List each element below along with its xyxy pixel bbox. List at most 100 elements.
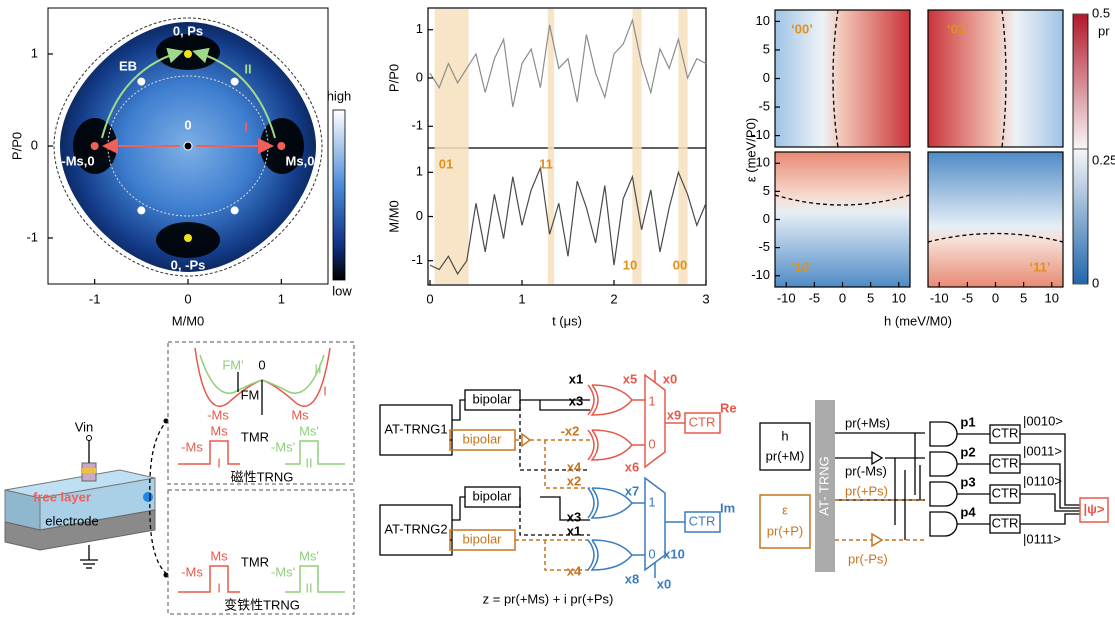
y-axis-label: P/P0 — [386, 64, 401, 92]
x-tick-label: 5 — [1020, 290, 1027, 305]
well-label: FM — [241, 387, 260, 402]
y-tick-label: 0 — [31, 137, 38, 152]
device — [4, 418, 169, 578]
signal: x0 — [663, 371, 677, 386]
trace — [429, 165, 707, 276]
quadrant-label: ‘01’ — [947, 21, 969, 36]
counter: CTR — [992, 425, 1019, 440]
y-tick-label: -1 — [26, 229, 38, 244]
probability: p3 — [960, 474, 975, 489]
signal: x5 — [623, 371, 637, 386]
pulse-label: Ms — [210, 548, 228, 563]
pulse-label: I — [217, 580, 221, 595]
signal: x0 — [657, 576, 671, 591]
mux-input: 1 — [648, 393, 655, 408]
point — [230, 77, 239, 86]
line-label: pr(-Ms) — [845, 463, 887, 478]
well-label: II — [314, 361, 321, 376]
block: bipolar — [462, 431, 502, 446]
y-tick-label: -10 — [751, 267, 770, 282]
point — [184, 234, 192, 242]
signal: x4 — [567, 563, 582, 578]
signal: x1 — [567, 523, 581, 538]
colorbar-tick-label: 0.25 — [1092, 152, 1115, 167]
mux-input: 0 — [648, 546, 655, 561]
layer-label: electrode — [45, 513, 98, 528]
highlight-band — [434, 9, 469, 284]
boundary — [1001, 9, 1007, 148]
block: bipolar — [472, 391, 512, 406]
y-tick-label: 0 — [416, 69, 423, 84]
band-label: 01 — [439, 156, 453, 171]
boundary — [774, 194, 911, 206]
counter: CTR — [689, 414, 716, 429]
probability: p2 — [960, 444, 975, 459]
x-tick-label: 3 — [702, 291, 709, 306]
path-II — [192, 47, 276, 139]
colorbar — [332, 109, 346, 281]
x-tick-label: 5 — [867, 290, 874, 305]
annotation: 0 — [184, 117, 191, 132]
y-tick-label: 10 — [756, 155, 770, 170]
pulse-label: II — [305, 580, 312, 595]
point — [183, 141, 193, 151]
state: |0110> — [1023, 473, 1062, 488]
signal: x7 — [625, 483, 639, 498]
y-tick-label: 1 — [31, 45, 38, 60]
source: AT-TRNG1 — [384, 421, 447, 436]
pulse-label: TMR — [241, 429, 269, 444]
signal: x10 — [663, 546, 685, 561]
quadrant-label: ‘00’ — [791, 21, 813, 36]
point — [184, 50, 192, 58]
annotation: Ms,0 — [286, 153, 315, 168]
y-tick-label: -10 — [751, 127, 770, 142]
x-tick-label: 0 — [426, 291, 433, 306]
pulse-label: TMR — [241, 554, 269, 569]
probability: p4 — [960, 504, 976, 519]
signal: x9 — [667, 407, 681, 422]
pulse-label: Ms' — [299, 548, 319, 563]
colorbar-label: high — [327, 88, 352, 103]
band-label: 11 — [539, 156, 553, 171]
frame — [167, 341, 355, 485]
annotation: 0, Ps — [173, 23, 203, 38]
output: |ψ> — [1083, 501, 1104, 516]
x-tick-label: -5 — [962, 290, 974, 305]
heatmap — [928, 10, 1063, 147]
x-tick-label: 1 — [278, 291, 285, 306]
heatmap — [775, 10, 910, 147]
x-axis-label: h (meV/M0) — [884, 313, 952, 328]
pulse-label: -Ms' — [271, 439, 295, 454]
point — [277, 142, 286, 150]
x-tick-label: 10 — [1045, 290, 1059, 305]
heatmap — [775, 152, 910, 287]
signal: x6 — [625, 459, 639, 474]
highlight-band — [678, 9, 688, 284]
colorbar-label: low — [332, 283, 352, 298]
pulse-label: -Ms — [181, 564, 203, 579]
counter: CTR — [689, 513, 716, 528]
input-symbol: ε — [782, 502, 788, 517]
trace — [429, 17, 707, 108]
counter: CTR — [992, 485, 1019, 500]
y-tick-label: -5 — [758, 98, 770, 113]
line-label: pr(+Ps) — [845, 483, 888, 498]
x-tick-label: 0 — [839, 290, 846, 305]
signal: -x2 — [561, 423, 580, 438]
point — [90, 142, 99, 150]
mux-input: 0 — [648, 436, 655, 451]
pulse-label: II — [305, 455, 312, 470]
panel-frame — [927, 9, 1064, 148]
y-axis-label: P/P0 — [9, 132, 24, 160]
annotation: EB — [119, 58, 137, 73]
y-tick-label: 0 — [763, 70, 770, 85]
block: bipolar — [472, 488, 512, 503]
y-tick-label: 1 — [416, 164, 423, 179]
circuit-e — [379, 370, 721, 578]
y-axis-label: M/M0 — [386, 200, 401, 233]
signal: x4 — [567, 459, 582, 474]
input-label: pr(+P) — [767, 523, 803, 538]
x-axis-label: t (μs) — [552, 313, 582, 328]
line-label: pr(+Ms) — [845, 415, 890, 430]
signal: x3 — [569, 393, 583, 408]
